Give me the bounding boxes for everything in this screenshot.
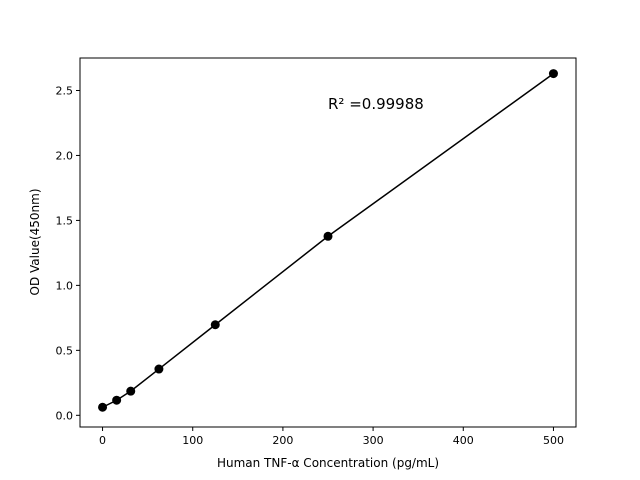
plot-frame	[79, 57, 577, 428]
data-point	[210, 320, 220, 330]
x-tick-label: 0	[99, 434, 106, 447]
x-tick-label: 400	[453, 434, 474, 447]
data-point	[323, 231, 333, 241]
x-tick-label: 100	[182, 434, 203, 447]
x-axis-label: Human TNF-α Concentration (pg/mL)	[217, 456, 439, 470]
data-point	[98, 402, 108, 412]
data-point	[126, 386, 136, 396]
x-tick-label: 300	[363, 434, 384, 447]
x-tick-label: 200	[272, 434, 293, 447]
y-tick-label: 2.0	[56, 149, 74, 162]
y-tick-label: 1.5	[56, 214, 74, 227]
y-axis-ticks: 0.0 0.5 1.0 1.5 2.0 2.5	[56, 84, 80, 422]
x-axis-ticks: 0 100 200 300 400 500	[99, 427, 564, 447]
x-tick-label: 500	[543, 434, 564, 447]
data-point	[112, 395, 122, 405]
y-axis-label: OD Value(450nm)	[28, 188, 42, 295]
r-squared-annotation: R² =0.99988	[328, 95, 424, 113]
y-tick-label: 0.5	[56, 344, 74, 357]
series	[98, 69, 558, 412]
data-point	[548, 69, 558, 79]
data-point	[154, 364, 164, 374]
y-tick-label: 2.5	[56, 84, 74, 97]
y-tick-label: 0.0	[56, 409, 74, 422]
y-tick-label: 1.0	[56, 279, 74, 292]
